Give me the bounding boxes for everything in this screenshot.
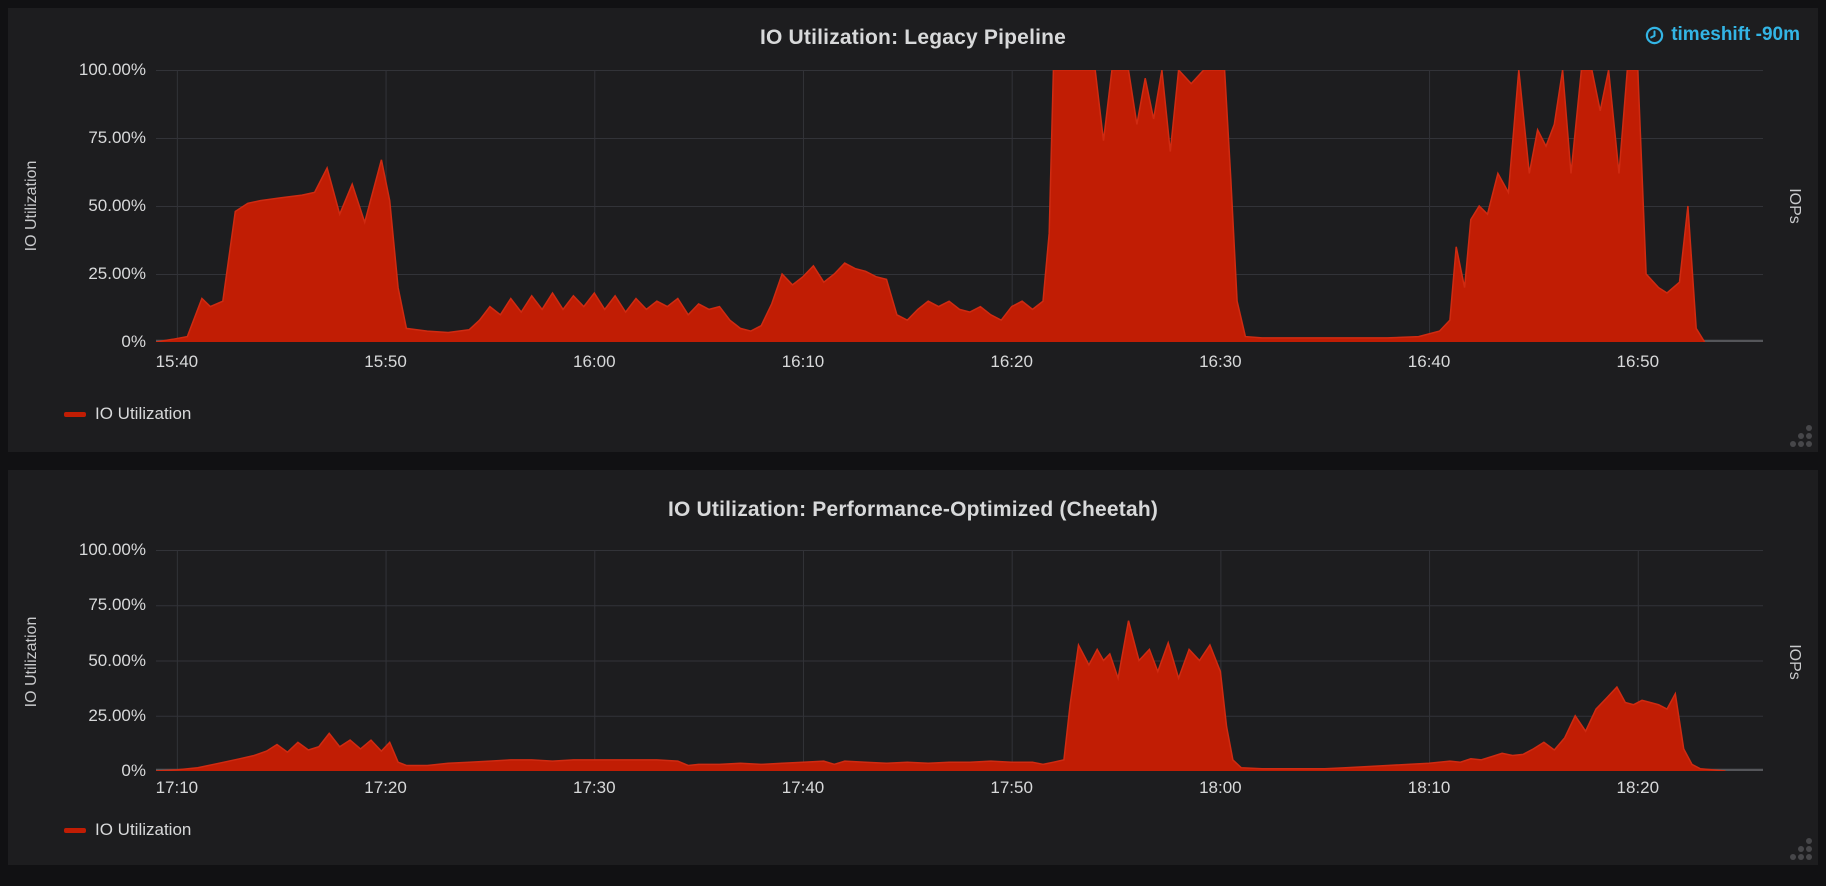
chart-legacy-pipeline[interactable] <box>156 70 1763 342</box>
y-tick-label: 100.00% <box>78 60 146 79</box>
panel-performance-optimized: IO Utilization: Performance-Optimized (C… <box>8 470 1818 865</box>
y-tick-label: 25.00% <box>88 705 146 725</box>
x-tick-label: 15:40 <box>155 352 199 371</box>
x-tick-label: 17:50 <box>990 778 1033 797</box>
x-axis-ticks: 17:10 17:20 17:30 17:40 17:50 18:00 18:10 18:20 <box>156 778 1763 802</box>
y-axis-ticks: 0% 25.00% 50.00% 75.00% 100.00% <box>8 60 146 351</box>
x-tick-label: 16:30 <box>1199 352 1242 371</box>
panel-title: IO Utilization: Performance-Optimized (C… <box>667 498 1159 521</box>
legend-swatch <box>64 411 86 417</box>
y-tick-label: 75.00% <box>88 595 146 615</box>
y-tick-label: 0% <box>121 332 146 351</box>
x-tick-label: 16:10 <box>781 352 825 371</box>
legend-swatch <box>64 827 86 833</box>
x-tick-label: 15:50 <box>364 352 407 371</box>
x-tick-label: 18:10 <box>1407 778 1451 797</box>
x-tick-label: 17:40 <box>781 778 825 797</box>
x-axis-ticks: 15:40 15:50 16:00 16:10 16:20 16:30 16:40 16:50 <box>156 352 1763 376</box>
y-tick-label: 75.00% <box>88 128 146 147</box>
panel-title: IO Utilization: Legacy Pipeline <box>759 26 1067 49</box>
legend-item-io-utilization[interactable]: IO Utilization <box>64 820 191 840</box>
y-axis-label-right: IOPs <box>1786 644 1803 680</box>
y-tick-label: 100.00% <box>78 540 146 559</box>
y-axis-label-right: IOPs <box>1786 188 1803 224</box>
x-tick-label: 16:50 <box>1616 352 1660 371</box>
x-tick-label: 18:00 <box>1199 778 1242 797</box>
x-tick-label: 16:20 <box>990 352 1033 371</box>
x-tick-label: 17:10 <box>155 778 199 797</box>
panel-legacy-pipeline: IO Utilization: Legacy Pipeline timeshif… <box>8 8 1818 452</box>
x-tick-label: 17:20 <box>364 778 407 797</box>
timeshift-badge[interactable]: timeshift -90m <box>1645 24 1800 46</box>
clock-icon <box>1645 26 1664 44</box>
legend-item-io-utilization[interactable]: IO Utilization <box>64 404 191 424</box>
chart-performance-optimized[interactable] <box>156 550 1763 771</box>
x-tick-label: 16:40 <box>1407 352 1451 371</box>
panel-resize-handle[interactable] <box>1788 836 1814 862</box>
panel-resize-handle[interactable] <box>1788 423 1814 449</box>
x-tick-label: 17:30 <box>572 778 616 797</box>
x-tick-label: 16:00 <box>572 352 616 371</box>
legend-label: IO Utilization <box>95 820 192 839</box>
legend-label: IO Utilization <box>95 404 192 423</box>
y-tick-label: 50.00% <box>88 196 146 215</box>
x-tick-label: 18:20 <box>1616 778 1660 797</box>
timeshift-label: timeshift -90m <box>1671 24 1800 45</box>
y-axis-ticks: 0% 25.00% 50.00% 75.00% 100.00% <box>8 540 146 780</box>
y-tick-label: 50.00% <box>88 650 146 670</box>
y-tick-label: 0% <box>121 761 146 780</box>
y-tick-label: 25.00% <box>88 264 146 283</box>
